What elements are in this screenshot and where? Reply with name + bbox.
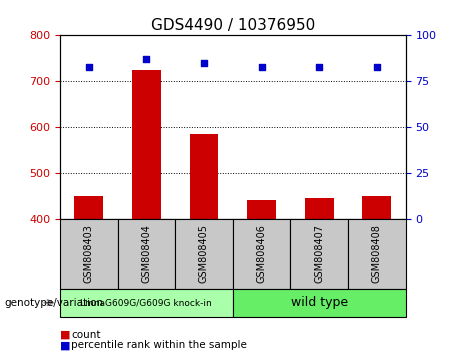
Point — [200, 60, 207, 66]
Bar — [305, 198, 334, 219]
Point — [315, 64, 323, 69]
Text: percentile rank within the sample: percentile rank within the sample — [71, 340, 248, 350]
Text: GSM808405: GSM808405 — [199, 224, 209, 284]
Point — [85, 64, 92, 69]
Text: count: count — [71, 330, 101, 339]
Text: GSM808404: GSM808404 — [142, 224, 151, 284]
Text: ■: ■ — [60, 330, 71, 339]
Bar — [74, 196, 103, 219]
Text: ■: ■ — [60, 340, 71, 350]
Text: GSM808408: GSM808408 — [372, 224, 382, 284]
Bar — [132, 70, 161, 219]
Point — [258, 64, 266, 69]
Text: GSM808407: GSM808407 — [314, 224, 324, 284]
Text: GSM808403: GSM808403 — [84, 224, 94, 284]
Bar — [189, 134, 219, 219]
Text: genotype/variation: genotype/variation — [5, 298, 104, 308]
Bar — [247, 200, 276, 219]
Text: LmnaG609G/G609G knock-in: LmnaG609G/G609G knock-in — [81, 298, 212, 307]
Point — [142, 57, 150, 62]
Bar — [362, 195, 391, 219]
Text: wild type: wild type — [291, 296, 348, 309]
Title: GDS4490 / 10376950: GDS4490 / 10376950 — [151, 18, 315, 33]
Text: GSM808406: GSM808406 — [257, 224, 266, 284]
Point — [373, 64, 381, 69]
